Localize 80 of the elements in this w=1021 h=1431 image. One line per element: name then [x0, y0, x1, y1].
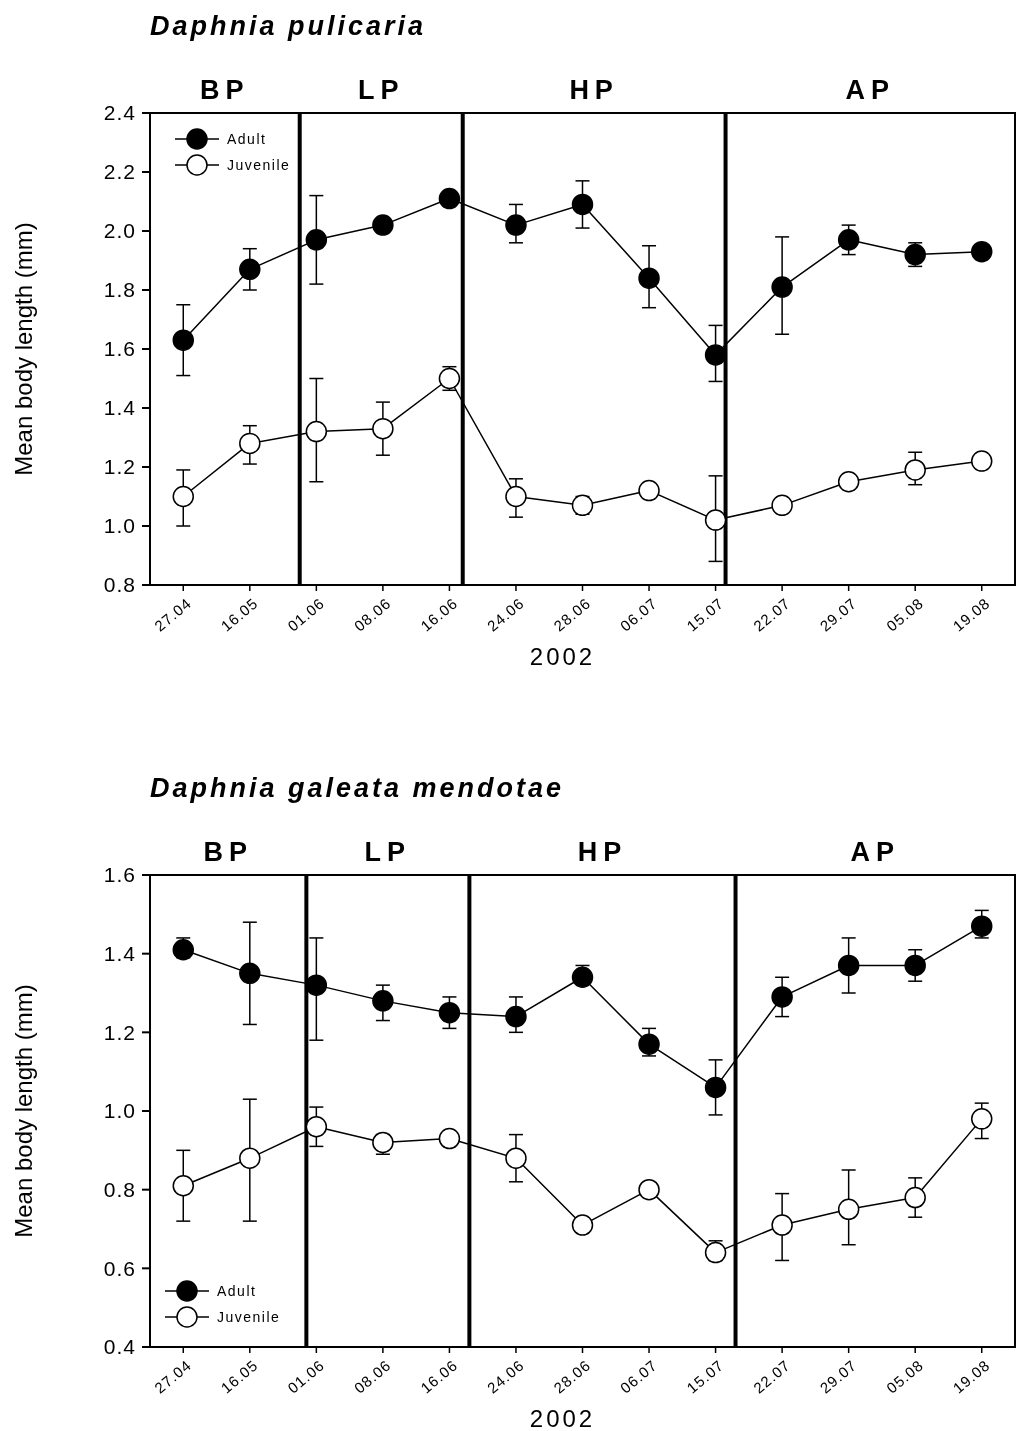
y-tick-label: 1.2 [103, 455, 136, 479]
text: LP [357, 75, 405, 105]
point [704, 344, 727, 366]
point [438, 1001, 461, 1024]
y-tick-label: 0.8 [103, 573, 136, 597]
point [837, 471, 860, 493]
x-axis-title: 2002 [529, 643, 596, 670]
point [172, 329, 195, 351]
y-tick-label: 1.6 [103, 863, 136, 887]
point [904, 459, 926, 481]
point [704, 1076, 727, 1099]
text: BP [203, 837, 253, 867]
point [505, 214, 527, 236]
y-axis-title: Mean body length (mm) [10, 984, 37, 1238]
point [904, 954, 926, 977]
point [305, 229, 328, 251]
point [970, 240, 993, 263]
text: BP [200, 75, 250, 105]
y-tick-label: 1.0 [103, 1099, 136, 1123]
point [372, 214, 394, 236]
point [970, 450, 993, 472]
y-tick-label: 1.2 [103, 1020, 136, 1044]
point [239, 432, 261, 455]
y-tick-label: 1.0 [103, 514, 136, 538]
point [970, 1108, 993, 1130]
point [239, 1147, 261, 1169]
text: LP [364, 837, 412, 867]
text: HP [569, 75, 619, 105]
legend-label: Juvenile [217, 1308, 281, 1325]
point [438, 1127, 461, 1150]
point [837, 954, 860, 977]
point [305, 974, 328, 996]
point [904, 1186, 926, 1209]
y-tick-label: 0.6 [103, 1256, 136, 1280]
legend-label: Adult [227, 130, 267, 147]
point [305, 1115, 328, 1138]
point [638, 1033, 660, 1055]
text: AP [850, 837, 901, 867]
y-tick-label: 1.6 [103, 337, 136, 361]
point [837, 229, 860, 251]
legend-label: Adult [217, 1282, 257, 1299]
point [638, 1178, 660, 1201]
y-tick-label: 2.0 [103, 219, 136, 243]
text: HP [577, 837, 628, 867]
point [771, 276, 793, 298]
point [438, 187, 461, 210]
point [172, 1174, 195, 1197]
point [638, 479, 660, 502]
point [239, 962, 261, 985]
point [372, 417, 394, 440]
y-tick-label: 1.4 [103, 396, 136, 420]
point [172, 485, 195, 508]
point [505, 485, 527, 508]
point [571, 966, 594, 989]
point [638, 267, 660, 289]
point [704, 509, 727, 531]
point [970, 915, 993, 937]
point [305, 420, 328, 443]
point [505, 1147, 527, 1169]
y-tick-label: 2.2 [103, 160, 136, 184]
y-tick-label: 0.8 [103, 1178, 136, 1202]
y-tick-label: 0.4 [103, 1335, 136, 1359]
point [372, 990, 394, 1012]
point [771, 494, 793, 517]
chart-title: Daphnia galeata mendotae [150, 773, 565, 803]
point [837, 1198, 860, 1221]
point [571, 193, 594, 216]
chart-title: Daphnia pulicaria [150, 11, 427, 41]
y-tick-label: 2.4 [103, 101, 136, 125]
y-axis-title: Mean body length (mm) [10, 222, 37, 476]
point [771, 986, 793, 1008]
y-tick-label: 1.4 [103, 942, 136, 966]
point [571, 1214, 594, 1236]
point [771, 1214, 793, 1236]
legend-label: Juvenile [227, 156, 291, 173]
text: AP [845, 75, 896, 105]
x-axis-title: 2002 [529, 1405, 596, 1431]
point [239, 258, 261, 281]
y-tick-label: 1.8 [103, 278, 136, 302]
point [505, 1005, 527, 1028]
